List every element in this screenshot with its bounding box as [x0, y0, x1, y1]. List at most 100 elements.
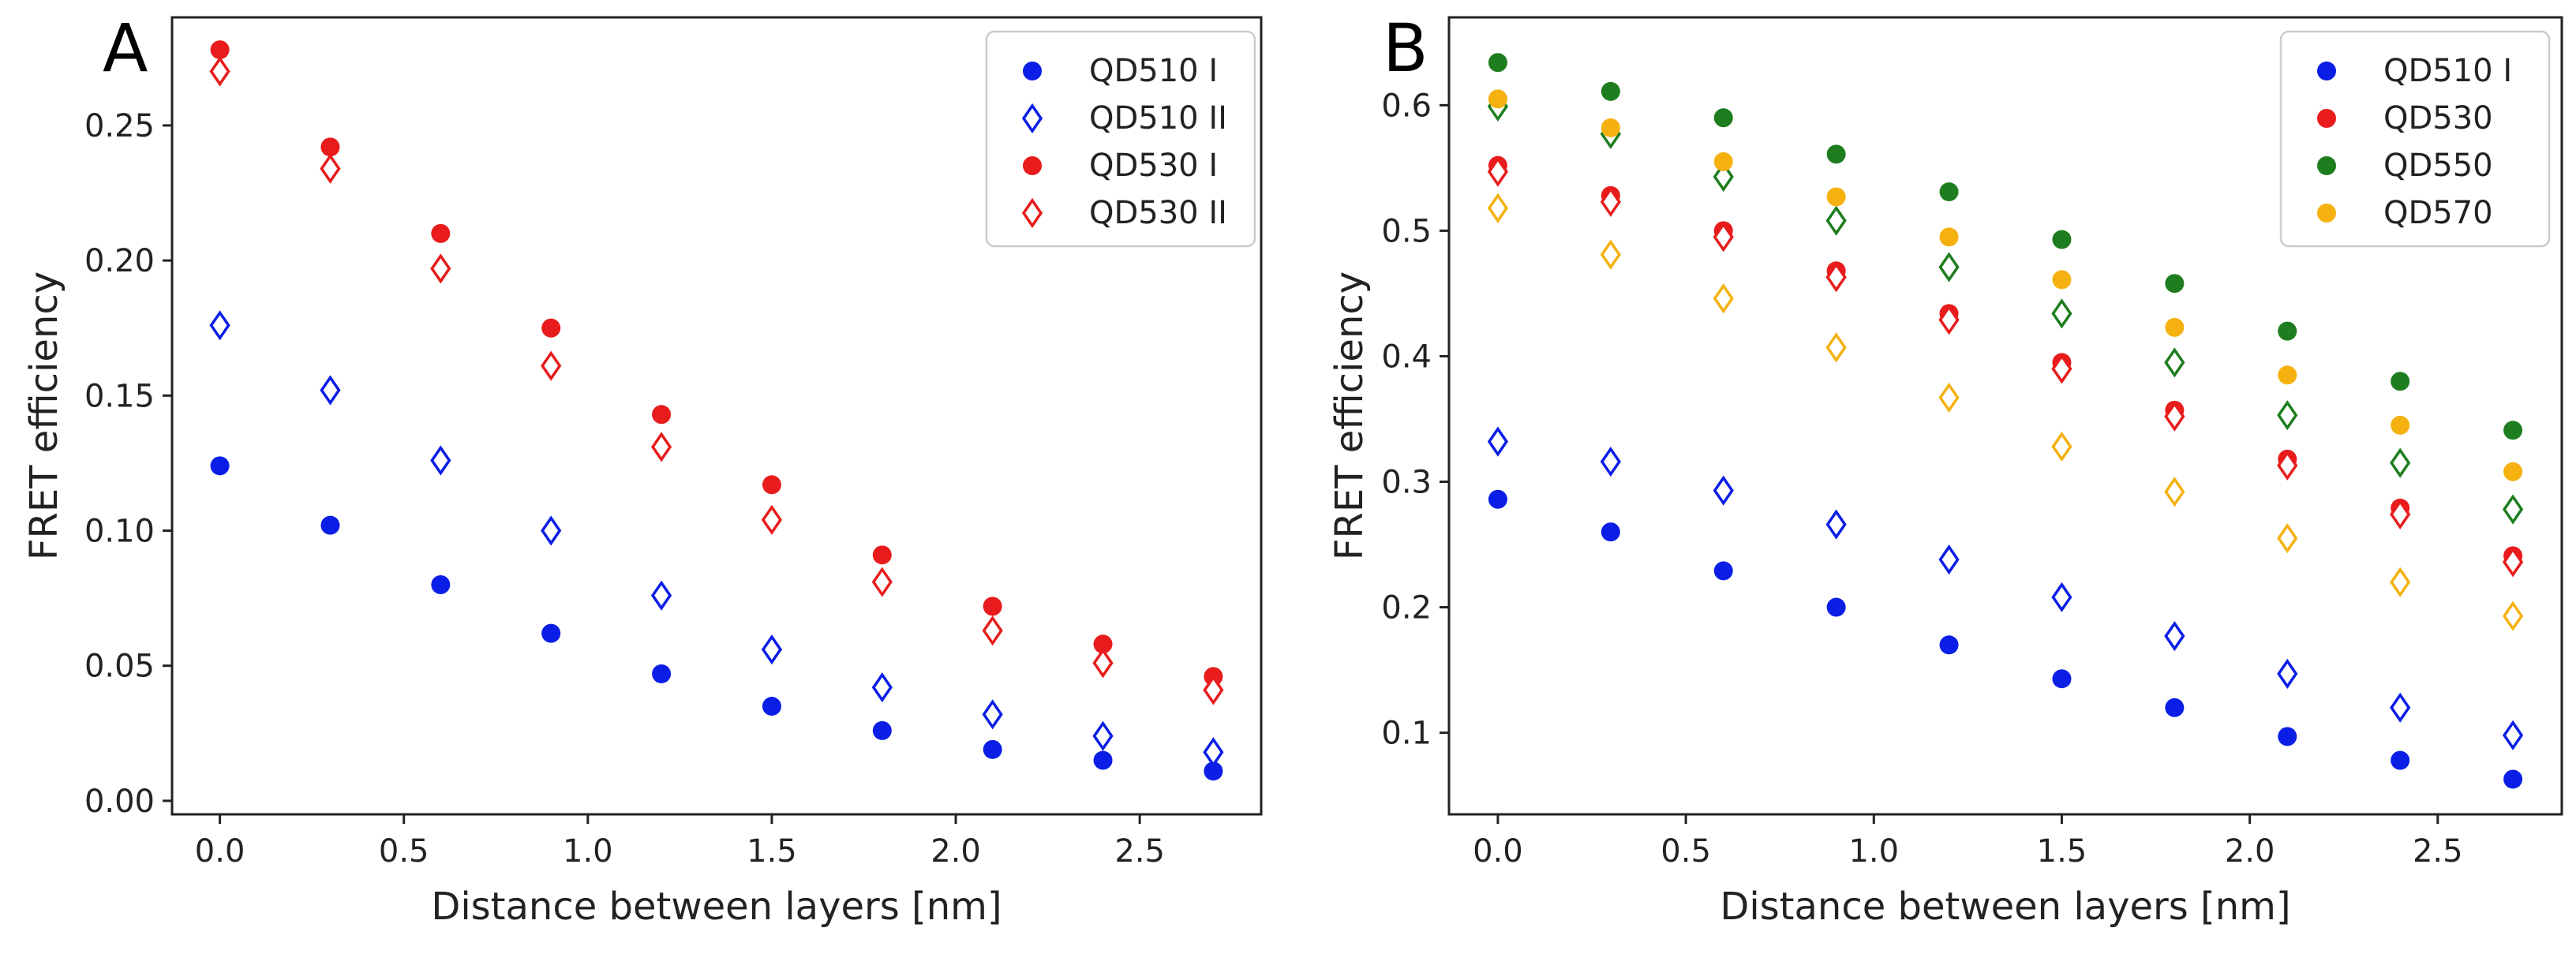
- panel-a-legend-label: QD530 I: [1089, 148, 1218, 184]
- panel-b-letter: B: [1383, 9, 1428, 87]
- data-point: [1826, 597, 1846, 617]
- data-point: [2278, 321, 2297, 341]
- panel-a-ticks: 0.0 0.5 1.0 1.5 2.0 2.5 0.00 0.05 0.10 0.15 0.20 0.…: [84, 108, 1165, 870]
- data-point: [2391, 750, 2410, 770]
- data-point: [650, 580, 672, 611]
- panel-b-legend-box: [2279, 30, 2551, 248]
- y-tick-label: 0.00: [84, 784, 155, 820]
- legend-marker: [2317, 62, 2336, 80]
- y-tick-label: 0.5: [1381, 213, 1432, 249]
- data-point: [1825, 332, 1847, 363]
- data-point: [2051, 582, 2072, 612]
- data-point: [1826, 187, 1846, 207]
- data-point: [1600, 239, 1621, 270]
- data-point: [430, 253, 451, 284]
- panel-a-legend-label: QD530 II: [1089, 195, 1227, 231]
- data-point: [871, 567, 893, 597]
- data-point: [1488, 489, 1507, 509]
- data-point: [2165, 698, 2185, 717]
- legend-marker: [1021, 103, 1043, 134]
- data-point: [2052, 270, 2072, 290]
- data-point: [2277, 450, 2298, 481]
- data-point: [2278, 727, 2297, 746]
- data-point: [2390, 692, 2411, 723]
- data-point: [650, 432, 672, 462]
- data-point: [210, 456, 230, 476]
- y-tick-label: 0.15: [84, 378, 155, 414]
- legend-marker: [1023, 62, 1042, 80]
- data-point: [2390, 567, 2411, 597]
- legend-marker: [2317, 156, 2336, 175]
- data-point: [541, 318, 561, 338]
- data-point: [2502, 600, 2524, 631]
- y-tick-label: 0.4: [1381, 339, 1432, 375]
- panel-b: B 0.0 0.5 1.0 1.5 2.0 2.5 0.1 0.2 0.3 0.4 0.5 0.6 D…: [1327, 9, 2563, 929]
- data-point: [1488, 53, 1507, 73]
- data-point: [1713, 161, 1734, 193]
- data-point: [2390, 499, 2411, 529]
- data-point: [320, 137, 340, 157]
- data-point: [1713, 108, 1733, 128]
- data-point: [1600, 446, 1621, 477]
- data-point: [1487, 426, 1509, 457]
- data-point: [1601, 118, 1620, 137]
- data-point: [762, 475, 781, 495]
- data-point: [983, 597, 1002, 616]
- data-point: [2164, 477, 2185, 507]
- data-point: [2502, 720, 2524, 750]
- data-point: [872, 720, 892, 740]
- legend-marker: [1021, 197, 1043, 229]
- x-tick-label: 1.0: [563, 833, 613, 870]
- panel-b-marks: [1487, 53, 2524, 789]
- data-point: [1713, 152, 1733, 171]
- y-tick-label: 0.2: [1381, 590, 1432, 627]
- data-point: [1939, 635, 1959, 655]
- data-point: [2277, 522, 2298, 554]
- data-point: [983, 739, 1002, 759]
- data-point: [1092, 720, 1114, 751]
- data-point: [2503, 462, 2523, 481]
- data-point: [2052, 230, 2072, 249]
- data-point: [2390, 447, 2411, 478]
- data-point: [209, 310, 230, 341]
- x-tick-label: 0.0: [195, 833, 245, 870]
- data-point: [1938, 252, 1960, 282]
- data-point: [2277, 400, 2298, 431]
- x-tick-label: 1.0: [1848, 833, 1899, 870]
- panel-a-legend-box: [985, 30, 1256, 248]
- x-tick-label: 1.5: [2037, 833, 2087, 870]
- panel-a: A 0.0 0.5 1.0 1.5 2.0 2.5 0.00 0.05 0.10 0.15 0.20…: [22, 9, 1263, 929]
- data-point: [2051, 431, 2072, 462]
- data-point: [1487, 156, 1509, 187]
- x-tick-label: 2.0: [930, 833, 981, 870]
- panel-b-legend-label: QD570: [2383, 195, 2493, 231]
- x-tick-label: 2.5: [1114, 833, 1165, 870]
- panel-a-y-axis-label: FRET efficiency: [22, 271, 66, 560]
- data-point: [1825, 509, 1847, 540]
- data-point: [1487, 193, 1509, 223]
- legend-marker: [2317, 109, 2336, 128]
- data-point: [1600, 186, 1621, 217]
- data-point: [2164, 401, 2185, 432]
- data-point: [1939, 227, 1959, 247]
- data-point: [1713, 475, 1734, 506]
- data-point: [541, 350, 562, 381]
- x-tick-label: 1.5: [747, 833, 797, 870]
- data-point: [1092, 648, 1114, 679]
- panel-a-x-axis-label: Distance between layers [nm]: [431, 885, 1002, 929]
- y-tick-label: 0.20: [84, 243, 155, 279]
- y-tick-label: 0.1: [1381, 716, 1432, 752]
- data-point: [762, 697, 781, 716]
- panel-b-ticks: 0.0 0.5 1.0 1.5 2.0 2.5 0.1 0.2 0.3 0.4 0.5 0.6: [1381, 88, 2462, 870]
- y-tick-label: 0.6: [1381, 88, 1432, 124]
- panel-a-legend-label: QD510 II: [1089, 100, 1227, 137]
- data-point: [982, 615, 1003, 646]
- data-point: [1939, 182, 1959, 202]
- data-point: [1826, 144, 1846, 164]
- data-point: [1713, 283, 1734, 314]
- panel-a-plot-frame: [170, 16, 1263, 816]
- panel-a-marks: [209, 40, 1224, 781]
- data-point: [872, 545, 892, 565]
